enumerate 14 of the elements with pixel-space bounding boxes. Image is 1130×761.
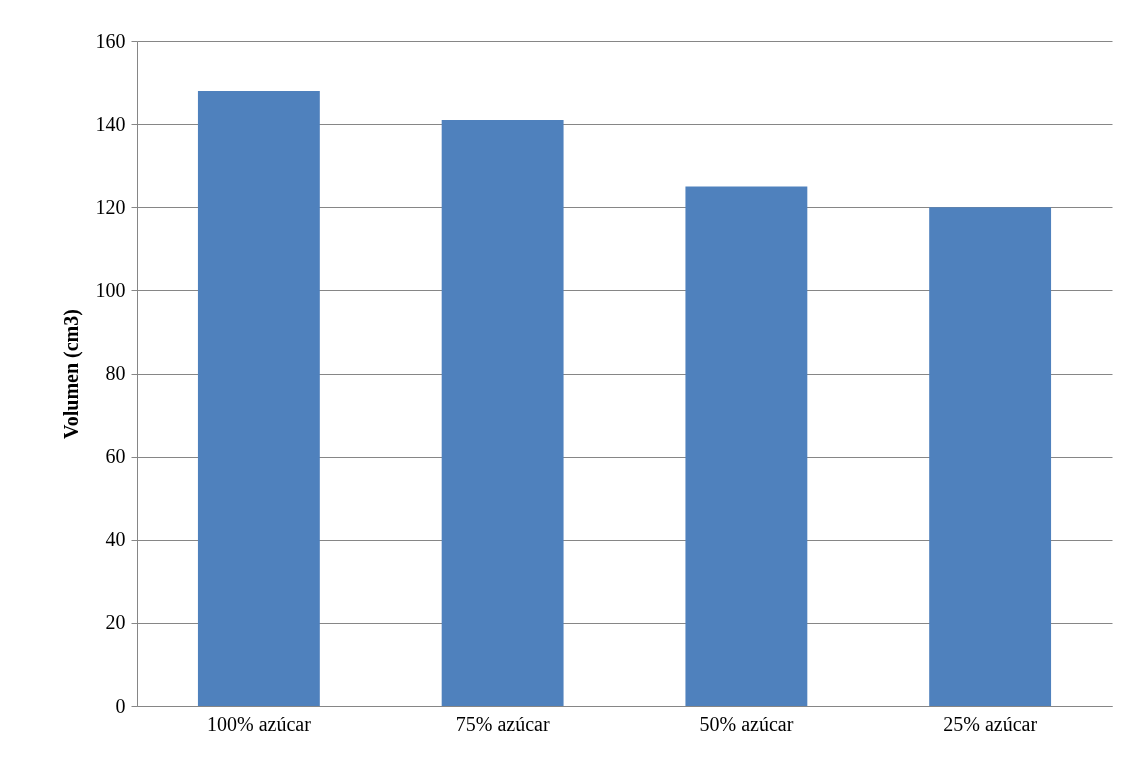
y-tick-label: 40	[105, 528, 126, 551]
y-axis-title: Volumen (cm3)	[59, 309, 83, 439]
y-tick-label: 80	[105, 362, 126, 384]
x-tick-label: 50% azúcar	[699, 712, 794, 735]
y-tick-label: 60	[105, 445, 126, 468]
x-tick-label: 25% azúcar	[943, 712, 1038, 735]
x-tick-label: 75% azúcar	[455, 712, 550, 735]
y-tick-label: 100	[95, 278, 126, 301]
y-tick-label: 0	[115, 694, 126, 717]
x-tick-label: 100% azúcar	[206, 712, 312, 735]
y-tick-label: 20	[105, 611, 126, 634]
y-tick-label: 140	[95, 112, 126, 135]
y-tick-label: 120	[95, 195, 126, 218]
y-tick-label: 160	[95, 29, 126, 52]
